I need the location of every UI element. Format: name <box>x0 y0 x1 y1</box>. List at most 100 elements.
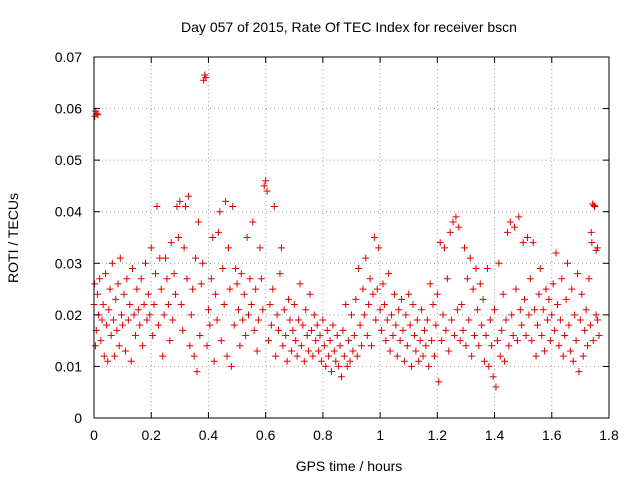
data-point <box>448 316 456 324</box>
data-point <box>526 275 534 283</box>
data-points <box>90 71 603 391</box>
data-point <box>538 331 546 339</box>
data-point <box>555 342 563 350</box>
data-point <box>399 326 407 334</box>
data-point <box>370 234 378 241</box>
data-point <box>452 213 460 221</box>
data-point <box>292 337 300 345</box>
data-point <box>569 357 577 365</box>
data-point <box>393 352 401 360</box>
data-point <box>152 270 160 278</box>
x-tick-label: 1.2 <box>428 427 448 443</box>
data-point <box>204 306 212 314</box>
data-point <box>315 347 323 355</box>
data-point <box>106 285 114 293</box>
data-point <box>345 337 353 345</box>
data-point <box>489 373 497 381</box>
data-point <box>139 342 147 350</box>
data-point <box>203 342 211 350</box>
data-point <box>277 244 285 252</box>
data-point <box>389 331 397 339</box>
data-point <box>236 342 244 350</box>
data-point <box>493 337 501 345</box>
data-point <box>433 290 441 298</box>
data-point <box>233 280 241 288</box>
data-point <box>166 337 174 345</box>
data-point <box>366 275 374 283</box>
data-point <box>485 362 493 370</box>
data-point <box>360 311 368 319</box>
data-point <box>479 295 487 303</box>
data-point <box>532 352 540 360</box>
data-point <box>386 347 394 355</box>
data-point <box>212 290 220 298</box>
data-point <box>502 316 510 324</box>
data-point <box>299 321 307 329</box>
data-point <box>242 331 250 339</box>
x-tick-label: 0.6 <box>256 427 276 443</box>
data-point <box>285 295 293 303</box>
data-point <box>350 331 358 339</box>
data-point <box>133 285 141 293</box>
data-point <box>143 316 151 324</box>
data-point <box>398 295 406 303</box>
data-point <box>541 347 549 355</box>
data-point <box>186 342 194 350</box>
data-point <box>246 275 254 283</box>
data-point <box>239 316 247 324</box>
data-point <box>322 362 330 370</box>
data-point <box>579 352 587 360</box>
data-point <box>578 290 586 298</box>
data-point <box>137 275 145 283</box>
data-point <box>131 331 139 339</box>
y-tick-label: 0.07 <box>55 49 82 65</box>
y-tick-label: 0 <box>74 410 82 426</box>
data-point <box>402 311 410 319</box>
data-point <box>249 218 257 226</box>
data-point <box>495 259 503 267</box>
data-point <box>293 352 301 360</box>
data-point <box>234 306 242 314</box>
data-point <box>400 357 408 365</box>
data-point <box>220 301 228 309</box>
data-point <box>104 357 112 365</box>
data-point <box>469 285 477 293</box>
data-point <box>545 295 553 303</box>
data-point <box>267 321 275 329</box>
data-point <box>512 285 520 293</box>
data-point <box>189 285 197 293</box>
data-point <box>442 326 450 334</box>
data-point <box>326 337 334 345</box>
data-point <box>149 331 157 339</box>
data-point <box>129 264 137 272</box>
data-point <box>561 331 569 339</box>
data-point <box>343 362 351 370</box>
data-point <box>121 347 129 355</box>
data-point <box>415 357 423 365</box>
data-point <box>592 311 600 319</box>
plot-frame <box>93 56 610 419</box>
data-point <box>543 316 551 324</box>
data-point <box>194 218 202 226</box>
data-point <box>403 342 411 350</box>
data-point <box>307 326 315 334</box>
data-point <box>335 362 343 370</box>
data-point <box>418 306 426 314</box>
data-point <box>549 280 557 288</box>
data-point <box>237 270 245 278</box>
data-point <box>359 285 367 293</box>
data-point <box>511 223 519 231</box>
data-point <box>546 337 554 345</box>
data-point <box>456 337 464 345</box>
y-axis-label: ROTI / TECUs <box>5 193 21 283</box>
data-point <box>483 264 491 272</box>
data-point <box>295 316 303 324</box>
data-point <box>582 306 590 314</box>
y-tick-label: 0.03 <box>55 255 82 271</box>
data-point <box>306 290 314 298</box>
data-point <box>505 342 513 350</box>
data-point <box>245 311 252 319</box>
y-tick-label: 0.04 <box>55 204 82 220</box>
data-point <box>262 177 270 185</box>
data-point <box>385 270 393 278</box>
